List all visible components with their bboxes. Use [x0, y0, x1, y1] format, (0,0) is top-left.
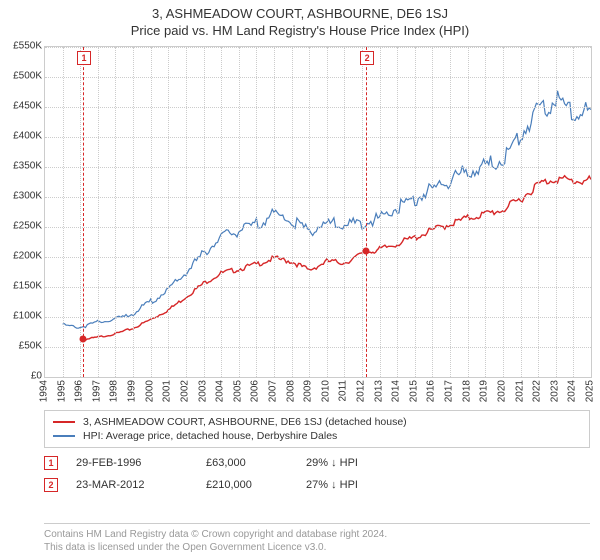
y-tick-label: £400K	[0, 131, 44, 142]
x-tick-label: 1997	[91, 380, 102, 402]
sale-row-marker: 2	[44, 478, 58, 492]
x-tick-label: 2011	[338, 380, 349, 402]
sale-price: £63,000	[206, 457, 306, 469]
x-tick-label: 2022	[532, 380, 543, 402]
x-tick-label: 1998	[109, 380, 120, 402]
x-tick-label: 2009	[303, 380, 314, 402]
x-tick-label: 2013	[373, 380, 384, 402]
legend-label: 3, ASHMEADOW COURT, ASHBOURNE, DE6 1SJ (…	[83, 416, 407, 428]
x-tick-label: 2021	[514, 380, 525, 402]
sale-hpi: 27% ↓ HPI	[306, 479, 406, 491]
footer-line-1: Contains HM Land Registry data © Crown c…	[44, 528, 590, 541]
sale-marker-label: 1	[77, 51, 91, 65]
x-tick-label: 2002	[179, 380, 190, 402]
sale-dot	[363, 248, 370, 255]
x-tick-label: 2006	[250, 380, 261, 402]
sales-table: 1 29-FEB-1996£63,00029% ↓ HPI 2 23-MAR-2012…	[44, 452, 590, 496]
footer-line-2: This data is licensed under the Open Gov…	[44, 541, 590, 554]
legend-swatch	[53, 435, 75, 437]
sale-date: 23-MAR-2012	[76, 479, 206, 491]
x-tick-label: 2017	[444, 380, 455, 402]
x-tick-label: 2020	[496, 380, 507, 402]
legend-box: 3, ASHMEADOW COURT, ASHBOURNE, DE6 1SJ (…	[44, 410, 590, 448]
x-tick-label: 2001	[162, 380, 173, 402]
footer-attribution: Contains HM Land Registry data © Crown c…	[44, 523, 590, 554]
x-tick-label: 2015	[408, 380, 419, 402]
x-tick-label: 2024	[567, 380, 578, 402]
y-tick-label: £450K	[0, 101, 44, 112]
legend-swatch	[53, 421, 75, 423]
chart-title: 3, ASHMEADOW COURT, ASHBOURNE, DE6 1SJ	[0, 0, 600, 21]
x-tick-label: 2012	[356, 380, 367, 402]
x-tick-label: 2008	[285, 380, 296, 402]
y-tick-label: £350K	[0, 161, 44, 172]
x-tick-label: 2018	[461, 380, 472, 402]
x-tick-label: 2005	[232, 380, 243, 402]
sale-row: 2 23-MAR-2012£210,00027% ↓ HPI	[44, 474, 590, 496]
y-tick-label: £50K	[0, 341, 44, 352]
sale-date: 29-FEB-1996	[76, 457, 206, 469]
y-tick-label: £300K	[0, 191, 44, 202]
sale-vline	[83, 47, 84, 377]
sale-vline	[366, 47, 367, 377]
x-tick-label: 1999	[127, 380, 138, 402]
y-tick-label: £550K	[0, 41, 44, 52]
legend-row: 3, ASHMEADOW COURT, ASHBOURNE, DE6 1SJ (…	[53, 415, 581, 429]
x-tick-label: 2010	[320, 380, 331, 402]
x-tick-label: 2025	[585, 380, 596, 402]
x-tick-label: 2000	[144, 380, 155, 402]
sale-marker-label: 2	[360, 51, 374, 65]
x-tick-label: 1995	[56, 380, 67, 402]
y-tick-label: £100K	[0, 311, 44, 322]
legend-row: HPI: Average price, detached house, Derb…	[53, 429, 581, 443]
x-tick-label: 2014	[391, 380, 402, 402]
chart-lines	[45, 47, 591, 377]
y-tick-label: £250K	[0, 221, 44, 232]
chart-subtitle: Price paid vs. HM Land Registry's House …	[0, 21, 600, 38]
y-tick-label: £0	[0, 371, 44, 382]
sale-price: £210,000	[206, 479, 306, 491]
x-tick-label: 2019	[479, 380, 490, 402]
x-tick-label: 1996	[74, 380, 85, 402]
legend-label: HPI: Average price, detached house, Derb…	[83, 430, 337, 442]
x-tick-label: 2016	[426, 380, 437, 402]
x-tick-label: 2003	[197, 380, 208, 402]
chart-plot-area: 12	[44, 46, 592, 378]
y-tick-label: £150K	[0, 281, 44, 292]
y-tick-label: £500K	[0, 71, 44, 82]
sale-row-marker: 1	[44, 456, 58, 470]
x-tick-label: 2004	[215, 380, 226, 402]
sale-dot	[80, 336, 87, 343]
x-tick-label: 1994	[39, 380, 50, 402]
y-tick-label: £200K	[0, 251, 44, 262]
sale-hpi: 29% ↓ HPI	[306, 457, 406, 469]
x-tick-label: 2007	[267, 380, 278, 402]
x-tick-label: 2023	[549, 380, 560, 402]
sale-row: 1 29-FEB-1996£63,00029% ↓ HPI	[44, 452, 590, 474]
